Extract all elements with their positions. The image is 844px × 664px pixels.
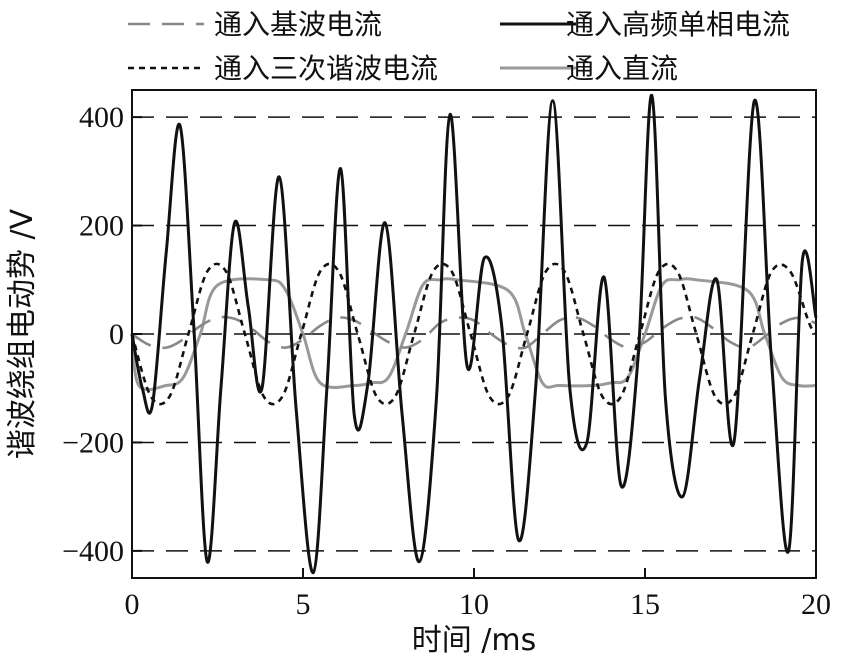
legend-label-3: 通入三次谐波电流 xyxy=(214,52,438,85)
tick-marks xyxy=(131,116,817,578)
series-line-1 xyxy=(131,315,817,350)
x-tick-label: 20 xyxy=(801,588,831,621)
y-tick-label: 400 xyxy=(79,101,124,134)
y-tick-label: −200 xyxy=(62,426,124,459)
y-tick-label: 0 xyxy=(109,318,124,351)
legend-label-2: 通入高频单相电流 xyxy=(566,8,790,41)
tick-labels: 0 5 10 15 20 400 200 0 −200 −400 xyxy=(62,101,831,621)
series-line-2 xyxy=(130,93,818,575)
y-tick-label: −400 xyxy=(62,535,124,568)
x-tick-label: 15 xyxy=(630,588,660,621)
legend-label-1: 通入基波电流 xyxy=(214,8,382,41)
x-tick-label: 10 xyxy=(459,588,489,621)
x-axis-title: 时间 /ms xyxy=(412,623,537,658)
legend-label-4: 通入直流 xyxy=(566,52,678,85)
y-axis-title: 谐波绕组电动势 /V xyxy=(5,208,40,459)
x-tick-label: 0 xyxy=(125,588,140,621)
series-line-3 xyxy=(130,262,818,406)
y-tick-label: 200 xyxy=(79,210,124,243)
series-layer xyxy=(130,93,818,575)
x-tick-label: 5 xyxy=(296,588,311,621)
